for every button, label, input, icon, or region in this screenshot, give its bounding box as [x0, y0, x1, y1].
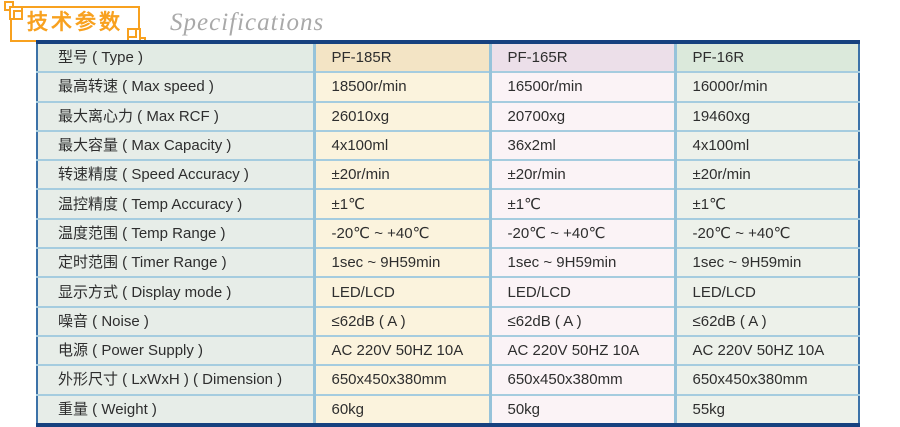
spec-row: 噪音 ( Noise ) ≤62dB ( A ) ≤62dB ( A ) ≤62dB … [37, 305, 859, 336]
row-label-cell: 温控精度 ( Temp Accuracy ) [37, 188, 314, 219]
value-cell: 1sec ~ 9H59min [673, 247, 859, 278]
row-label-cell: 外形尺寸 ( LxWxH ) ( Dimension ) [37, 364, 314, 395]
value-cell: 4x100ml [312, 129, 490, 161]
row-label-cell: 最高转速 ( Max speed ) [37, 71, 314, 102]
fret-ornament-icon [4, 1, 23, 20]
spec-row: 温控精度 ( Temp Accuracy ) ±1℃ ±1℃ ±1℃ [37, 188, 859, 219]
value-cell: PF-185R [312, 42, 490, 73]
value-cell: 20700xg [488, 100, 675, 131]
model-header-row: 型号 ( Type ) PF-185R PF-165R PF-16R [37, 42, 859, 73]
spec-row: 电源 ( Power Supply ) AC 220V 50HZ 10A AC 22… [37, 334, 859, 366]
value-cell: PF-165R [488, 42, 675, 73]
value-cell: 16000r/min [673, 71, 859, 102]
value-cell: -20℃ ~ +40℃ [312, 217, 490, 249]
row-label-cell: 定时范围 ( Timer Range ) [37, 247, 314, 278]
value-cell: ±20r/min [488, 159, 675, 190]
value-cell: LED/LCD [673, 276, 859, 307]
value-cell: 16500r/min [488, 71, 675, 102]
value-cell: 50kg [488, 393, 675, 425]
spec-row: 显示方式 ( Display mode ) LED/LCD LED/LCD LED/L… [37, 276, 859, 307]
spec-row: 最高转速 ( Max speed ) 18500r/min 16500r/min 16… [37, 71, 859, 102]
row-label-cell: 转速精度 ( Speed Accuracy ) [37, 159, 314, 190]
value-cell: 4x100ml [673, 129, 859, 161]
page-title: 技术参数 [27, 11, 123, 34]
value-cell: AC 220V 50HZ 10A [312, 334, 490, 366]
value-cell: AC 220V 50HZ 10A [673, 334, 859, 366]
row-label-cell: 显示方式 ( Display mode ) [37, 276, 314, 307]
row-label-cell: 重量 ( Weight ) [37, 393, 314, 425]
spec-table: 型号 ( Type ) PF-185R PF-165R PF-16R 最高转速 ( Ma… [36, 40, 860, 427]
value-cell: 1sec ~ 9H59min [488, 247, 675, 278]
value-cell: ±20r/min [312, 159, 490, 190]
spec-row: 最大离心力 ( Max RCF ) 26010xg 20700xg 19460xg [37, 100, 859, 131]
value-cell: 650x450x380mm [488, 364, 675, 395]
value-cell: -20℃ ~ +40℃ [673, 217, 859, 249]
value-cell: ±1℃ [488, 188, 675, 219]
row-label-cell: 型号 ( Type ) [37, 42, 314, 73]
value-cell: 18500r/min [312, 71, 490, 102]
spec-row: 最大容量 ( Max Capacity ) 4x100ml 36x2ml 4x100m… [37, 129, 859, 161]
value-cell: -20℃ ~ +40℃ [488, 217, 675, 249]
spec-row: 温度范围 ( Temp Range ) -20℃ ~ +40℃ -20℃ ~ +40… [37, 217, 859, 249]
spec-row: 重量 ( Weight ) 60kg 50kg 55kg [37, 393, 859, 425]
spec-row: 定时范围 ( Timer Range ) 1sec ~ 9H59min 1sec ~… [37, 247, 859, 278]
row-label-cell: 噪音 ( Noise ) [37, 305, 314, 336]
row-label-cell: 最大离心力 ( Max RCF ) [37, 100, 314, 131]
spec-row: 外形尺寸 ( LxWxH ) ( Dimension ) 650x450x380m… [37, 364, 859, 395]
spec-row: 转速精度 ( Speed Accuracy ) ±20r/min ±20r/min ±… [37, 159, 859, 190]
value-cell: ±1℃ [673, 188, 859, 219]
value-cell: 26010xg [312, 100, 490, 131]
value-cell: ≤62dB ( A ) [312, 305, 490, 336]
value-cell: LED/LCD [312, 276, 490, 307]
value-cell: 19460xg [673, 100, 859, 131]
row-label-cell: 最大容量 ( Max Capacity ) [37, 129, 314, 161]
section-header: 技术参数 Specifications [4, 1, 325, 47]
value-cell: ≤62dB ( A ) [673, 305, 859, 336]
row-label-cell: 电源 ( Power Supply ) [37, 334, 314, 366]
value-cell: 60kg [312, 393, 490, 425]
value-cell: AC 220V 50HZ 10A [488, 334, 675, 366]
value-cell: ≤62dB ( A ) [488, 305, 675, 336]
value-cell: ±20r/min [673, 159, 859, 190]
page-subtitle: Specifications [170, 9, 325, 36]
value-cell: 650x450x380mm [673, 364, 859, 395]
row-label-cell: 温度范围 ( Temp Range ) [37, 217, 314, 249]
value-cell: 55kg [673, 393, 859, 425]
value-cell: ±1℃ [312, 188, 490, 219]
page-title-frame: 技术参数 [4, 1, 146, 47]
value-cell: 36x2ml [488, 129, 675, 161]
value-cell: PF-16R [673, 42, 859, 73]
value-cell: LED/LCD [488, 276, 675, 307]
value-cell: 1sec ~ 9H59min [312, 247, 490, 278]
value-cell: 650x450x380mm [312, 364, 490, 395]
